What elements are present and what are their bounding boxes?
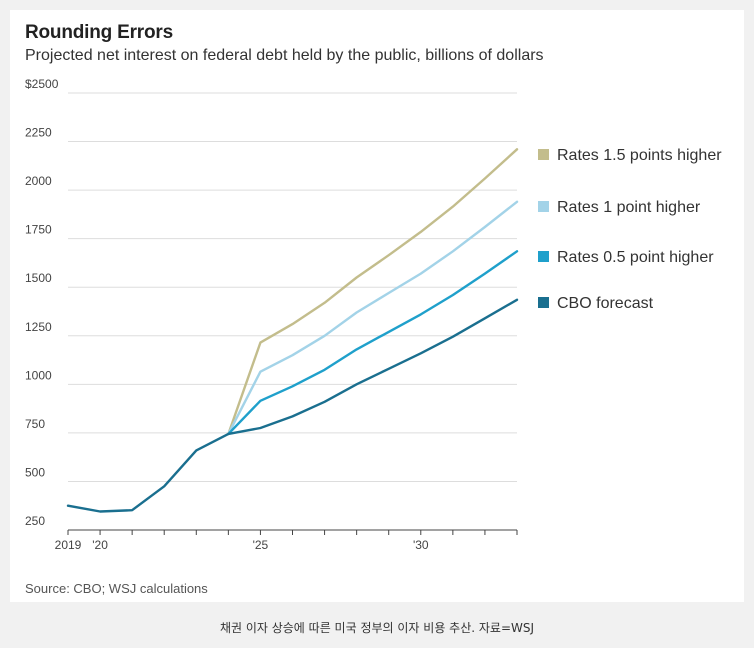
y-tick-label: 750 xyxy=(25,417,45,431)
image-caption: 채권 이자 상승에 따른 미국 정부의 이자 비용 추산. 자료=WSJ xyxy=(219,621,535,635)
legend-swatch xyxy=(538,149,549,160)
legend-swatch xyxy=(538,201,549,212)
x-tick-label: '20 xyxy=(92,538,108,552)
series-line xyxy=(227,148,519,436)
y-tick-label: 250 xyxy=(25,514,45,528)
y-tick-label: 1750 xyxy=(25,223,52,237)
line-chart: 250 500 750 1000 1250 1500 1750 2000 2250 $2500 20… xyxy=(25,77,722,552)
x-tick-label: '30 xyxy=(413,538,429,552)
y-tick-label: 2000 xyxy=(25,174,52,188)
legend-label: Rates 0.5 point higher xyxy=(557,249,714,266)
y-tick-label: 1500 xyxy=(25,271,52,285)
series-line xyxy=(227,250,519,436)
legend-label: Rates 1.5 points higher xyxy=(557,147,722,164)
series-line xyxy=(66,298,519,513)
legend-label: Rates 1 point higher xyxy=(557,199,701,216)
y-tick-label: $2500 xyxy=(25,77,59,91)
x-tick-label: '25 xyxy=(253,538,269,552)
y-tick-label: 500 xyxy=(25,465,45,479)
series-line xyxy=(227,200,519,436)
legend-swatch xyxy=(538,251,549,262)
y-tick-label: 1250 xyxy=(25,320,52,334)
y-tick-label: 1000 xyxy=(25,368,52,382)
chart-title: Rounding Errors xyxy=(25,22,173,43)
chart-subtitle: Projected net interest on federal debt h… xyxy=(25,47,544,64)
source-note: Source: CBO; WSJ calculations xyxy=(25,581,208,596)
y-tick-label: 2250 xyxy=(25,126,52,140)
legend-swatch xyxy=(538,297,549,308)
x-tick-label: 2019 xyxy=(55,538,82,552)
chart-card: Rounding Errors Projected net interest o… xyxy=(10,10,744,602)
legend-label: CBO forecast xyxy=(557,295,654,312)
